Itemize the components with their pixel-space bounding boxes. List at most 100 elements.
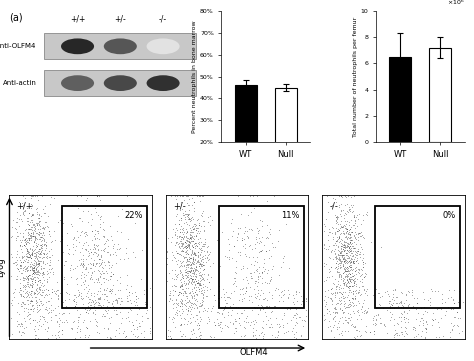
Point [423,309,431,315]
Point [182,239,189,245]
Point [334,244,342,250]
Bar [375,206,460,308]
Point [327,264,334,270]
Point [48,332,55,338]
Point [335,193,342,199]
Point [352,258,359,264]
Point [37,265,45,271]
Point [65,296,73,301]
Point [345,285,352,291]
Point [38,292,46,298]
Point [58,327,66,333]
Point [88,276,96,282]
Point [198,275,206,280]
Point [351,235,359,241]
Point [116,245,123,251]
Point [342,329,349,334]
Point [89,228,96,234]
Point [104,249,112,255]
Point [71,335,79,341]
Point [353,327,361,332]
Point [183,256,191,262]
Point [13,229,21,234]
Point [35,216,42,221]
Point [434,288,442,293]
Point [170,300,177,306]
Point [221,297,228,303]
Point [346,264,354,270]
Point [344,273,351,279]
Point [188,278,195,284]
Point [348,295,356,301]
Point [34,222,41,227]
Point [29,268,37,274]
Point [26,226,33,232]
Point [239,286,246,291]
Point [191,221,199,227]
Point [196,251,203,257]
Point [146,326,154,331]
Point [196,260,204,265]
Point [182,254,190,260]
Point [404,317,412,322]
Point [87,272,95,278]
Point [28,212,36,218]
Point [123,293,131,299]
Point [185,211,193,217]
Point [439,333,447,339]
Point [90,244,98,250]
Ellipse shape [146,75,180,91]
Point [172,273,179,278]
Point [267,321,275,326]
Point [346,301,353,306]
Point [99,265,107,270]
Point [18,243,26,249]
Point [191,293,198,299]
Point [71,298,78,304]
Point [230,288,237,293]
Point [95,228,102,234]
Point [190,271,198,277]
Point [337,260,345,266]
Point [334,243,342,248]
Point [331,196,338,202]
Point [190,271,197,277]
Point [355,230,363,236]
Point [329,234,337,240]
Point [199,253,206,258]
Point [203,254,211,260]
Point [332,264,340,270]
Point [263,234,271,240]
Point [251,241,258,247]
Point [335,239,343,245]
Point [36,246,44,252]
Point [48,289,56,295]
Point [345,230,353,235]
Point [297,293,305,299]
Point [77,260,85,265]
Point [184,270,191,276]
Point [86,302,93,308]
Point [9,254,16,260]
Point [356,312,363,318]
Point [126,289,133,295]
Point [48,286,55,292]
Point [186,216,194,222]
Point [263,304,270,309]
Point [258,329,266,335]
Point [280,256,287,261]
Point [36,234,43,239]
Point [182,265,190,270]
Point [108,262,116,268]
Point [24,273,32,279]
Point [345,231,353,237]
Point [94,299,101,305]
Point [19,209,27,215]
Point [17,270,24,276]
Point [177,283,185,288]
Point [266,231,273,236]
Point [331,276,338,282]
Point [341,314,349,320]
Point [36,277,44,282]
Point [33,211,41,217]
